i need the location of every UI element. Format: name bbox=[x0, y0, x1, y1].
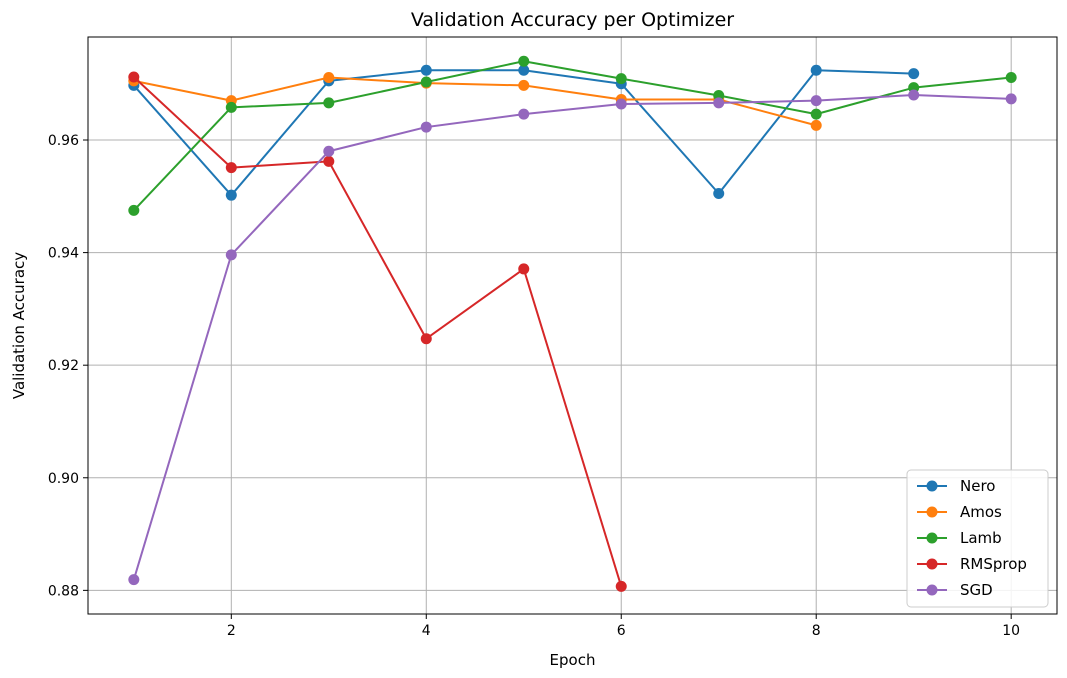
x-tick-label: 6 bbox=[617, 623, 626, 639]
x-tick-label: 4 bbox=[422, 623, 431, 639]
data-point-sgd bbox=[810, 95, 822, 107]
data-point-sgd bbox=[420, 121, 432, 133]
axis-ticks: 2 4 6 8 10 0.88 0.90 0.92 0.94 0.96 bbox=[48, 133, 1020, 639]
data-point-amos bbox=[810, 119, 822, 131]
data-point-rmsprop bbox=[420, 333, 432, 345]
data-point-lamb bbox=[1005, 72, 1017, 84]
data-point-rmsprop bbox=[518, 263, 530, 275]
data-point-lamb bbox=[225, 101, 237, 113]
series-sgd bbox=[128, 89, 1017, 586]
legend-swatch-marker bbox=[926, 558, 938, 570]
y-tick-label: 0.90 bbox=[48, 471, 79, 487]
y-tick-label: 0.92 bbox=[48, 358, 79, 374]
series-rmsprop bbox=[128, 71, 627, 592]
data-point-sgd bbox=[908, 89, 920, 101]
x-tick-label: 8 bbox=[812, 623, 821, 639]
data-point-rmsprop bbox=[323, 155, 335, 167]
data-point-sgd bbox=[1005, 93, 1017, 105]
plot-area-frame bbox=[87, 36, 1058, 615]
legend-swatch-marker bbox=[926, 532, 938, 544]
data-point-sgd bbox=[713, 97, 725, 109]
legend-label: Lamb bbox=[960, 529, 1002, 547]
legend-label: RMSprop bbox=[960, 555, 1027, 573]
y-axis-label: Validation Accuracy bbox=[10, 252, 28, 399]
chart-title: Validation Accuracy per Optimizer bbox=[411, 9, 734, 31]
series-line-rmsprop bbox=[133, 76, 623, 587]
grid bbox=[88, 37, 1057, 614]
data-point-nero bbox=[518, 64, 530, 76]
legend-item-amos: Amos bbox=[917, 503, 1002, 521]
data-point-lamb bbox=[810, 108, 822, 120]
data-point-lamb bbox=[128, 204, 140, 216]
data-point-nero bbox=[810, 64, 822, 76]
data-point-lamb bbox=[323, 97, 335, 109]
y-tick-label: 0.94 bbox=[48, 246, 79, 262]
x-tick-label: 10 bbox=[1002, 623, 1020, 639]
data-point-lamb bbox=[420, 76, 432, 88]
legend: Nero Amos Lamb RMSprop SGD bbox=[906, 469, 1049, 608]
data-point-rmsprop bbox=[615, 580, 627, 592]
data-point-rmsprop bbox=[128, 71, 140, 83]
data-point-amos bbox=[518, 79, 530, 91]
data-point-amos bbox=[323, 72, 335, 84]
legend-swatch-marker bbox=[926, 584, 938, 596]
y-tick-label: 0.88 bbox=[48, 583, 79, 599]
legend-label: SGD bbox=[960, 581, 993, 599]
data-point-sgd bbox=[518, 108, 530, 120]
data-point-sgd bbox=[615, 98, 627, 110]
legend-item-rmsprop: RMSprop bbox=[917, 555, 1027, 573]
data-point-rmsprop bbox=[225, 162, 237, 174]
legend-item-sgd: SGD bbox=[917, 581, 993, 599]
legend-swatch-marker bbox=[926, 506, 938, 518]
series-group bbox=[128, 55, 1017, 592]
y-tick-label: 0.96 bbox=[48, 133, 79, 149]
x-axis-label: Epoch bbox=[550, 651, 596, 669]
data-point-sgd bbox=[128, 574, 140, 586]
legend-item-nero: Nero bbox=[917, 477, 995, 495]
data-point-nero bbox=[908, 68, 920, 80]
series-line-amos bbox=[133, 76, 817, 127]
series-line-lamb bbox=[133, 60, 1012, 212]
legend-label: Amos bbox=[960, 503, 1002, 521]
legend-box bbox=[906, 469, 1049, 608]
series-lamb bbox=[128, 55, 1017, 216]
data-point-lamb bbox=[615, 73, 627, 85]
legend-item-lamb: Lamb bbox=[917, 529, 1002, 547]
x-tick-label: 2 bbox=[227, 623, 236, 639]
series-line-sgd bbox=[132, 93, 1012, 580]
data-point-lamb bbox=[518, 55, 530, 67]
data-point-sgd bbox=[225, 249, 237, 261]
legend-label: Nero bbox=[960, 477, 995, 495]
data-point-nero bbox=[420, 64, 432, 76]
legend-swatch-marker bbox=[926, 480, 938, 492]
data-point-nero bbox=[225, 189, 237, 201]
data-point-sgd bbox=[323, 145, 335, 157]
data-point-nero bbox=[713, 187, 725, 199]
